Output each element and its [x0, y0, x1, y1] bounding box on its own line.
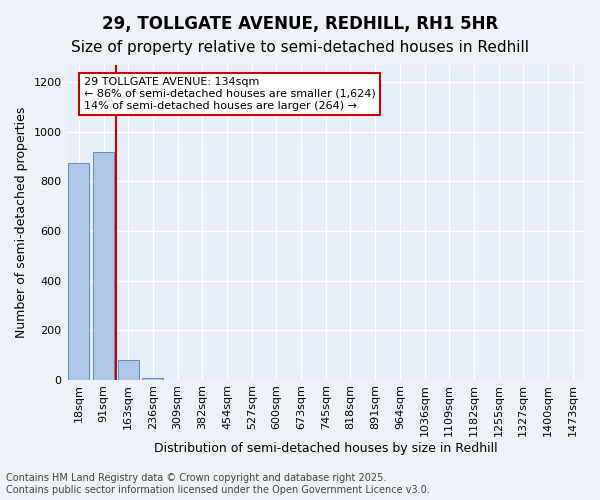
Text: Size of property relative to semi-detached houses in Redhill: Size of property relative to semi-detach… [71, 40, 529, 55]
Text: 29 TOLLGATE AVENUE: 134sqm
← 86% of semi-detached houses are smaller (1,624)
14%: 29 TOLLGATE AVENUE: 134sqm ← 86% of semi… [84, 78, 376, 110]
X-axis label: Distribution of semi-detached houses by size in Redhill: Distribution of semi-detached houses by … [154, 442, 497, 455]
Y-axis label: Number of semi-detached properties: Number of semi-detached properties [15, 106, 28, 338]
Bar [93, 152, 114, 380]
Text: Contains HM Land Registry data © Crown copyright and database right 2025.
Contai: Contains HM Land Registry data © Crown c… [6, 474, 430, 495]
Bar [118, 360, 139, 380]
Bar [142, 378, 163, 380]
Bar [68, 163, 89, 380]
Text: 29, TOLLGATE AVENUE, REDHILL, RH1 5HR: 29, TOLLGATE AVENUE, REDHILL, RH1 5HR [102, 15, 498, 33]
